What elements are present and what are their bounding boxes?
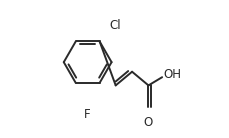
Text: OH: OH <box>163 68 181 81</box>
Text: Cl: Cl <box>109 19 121 32</box>
Text: F: F <box>83 108 90 121</box>
Text: O: O <box>143 116 153 129</box>
